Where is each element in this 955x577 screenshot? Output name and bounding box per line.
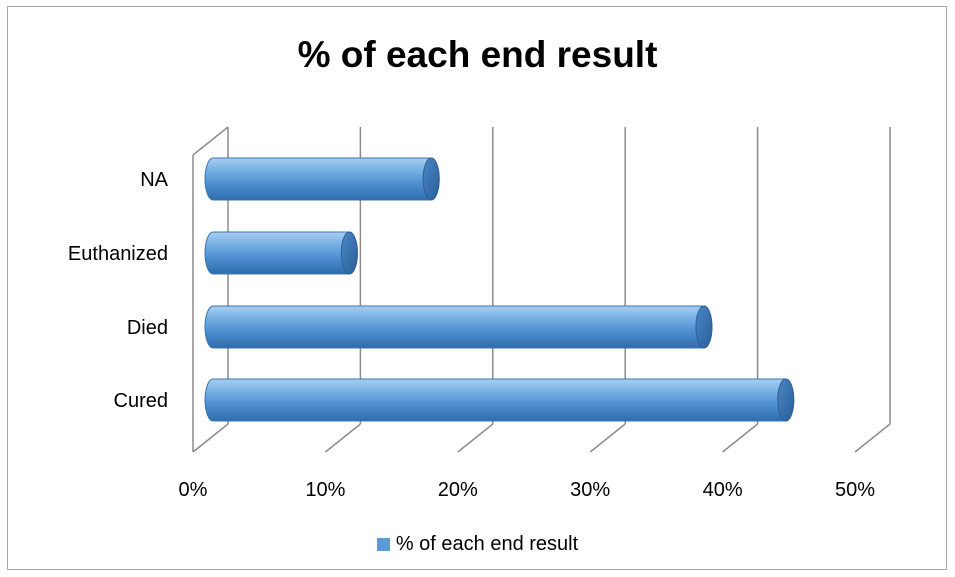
bar — [204, 231, 358, 275]
x-tick-label: 50% — [835, 479, 875, 501]
bar-body — [204, 157, 440, 201]
bar — [204, 378, 795, 422]
bar-end-cap — [422, 157, 440, 201]
y-category-label: Euthanized — [68, 243, 168, 265]
bar-body — [204, 231, 358, 275]
bar-end-cap — [777, 378, 795, 422]
floor-gridline — [854, 423, 891, 453]
chart-area — [7, 6, 947, 570]
floor-gridline — [722, 423, 759, 453]
bar — [204, 157, 440, 201]
x-tick-label: 40% — [703, 479, 743, 501]
bar-body — [204, 305, 713, 349]
legend-label: % of each end result — [395, 533, 579, 555]
floor-gridline — [324, 423, 361, 453]
floor-gridline — [589, 423, 626, 453]
y-category-label: Cured — [114, 390, 168, 412]
legend: % of each end result — [0, 533, 955, 556]
x-tick-label: 0% — [179, 479, 208, 501]
bar-end-cap — [695, 305, 713, 349]
chart-title: % of each end result — [297, 34, 658, 75]
y-category-label: NA — [140, 169, 168, 191]
x-tick-label: 20% — [438, 479, 478, 501]
side-wall-top-edge — [192, 126, 229, 156]
floor-gridline — [457, 423, 494, 453]
legend-swatch — [376, 538, 390, 551]
bar-end-cap — [340, 231, 358, 275]
x-tick-label: 30% — [570, 479, 610, 501]
x-tick-label: 10% — [305, 479, 345, 501]
bar-body — [204, 378, 795, 422]
bar — [204, 305, 713, 349]
y-category-label: Died — [127, 317, 168, 339]
floor-gridline — [192, 423, 229, 453]
